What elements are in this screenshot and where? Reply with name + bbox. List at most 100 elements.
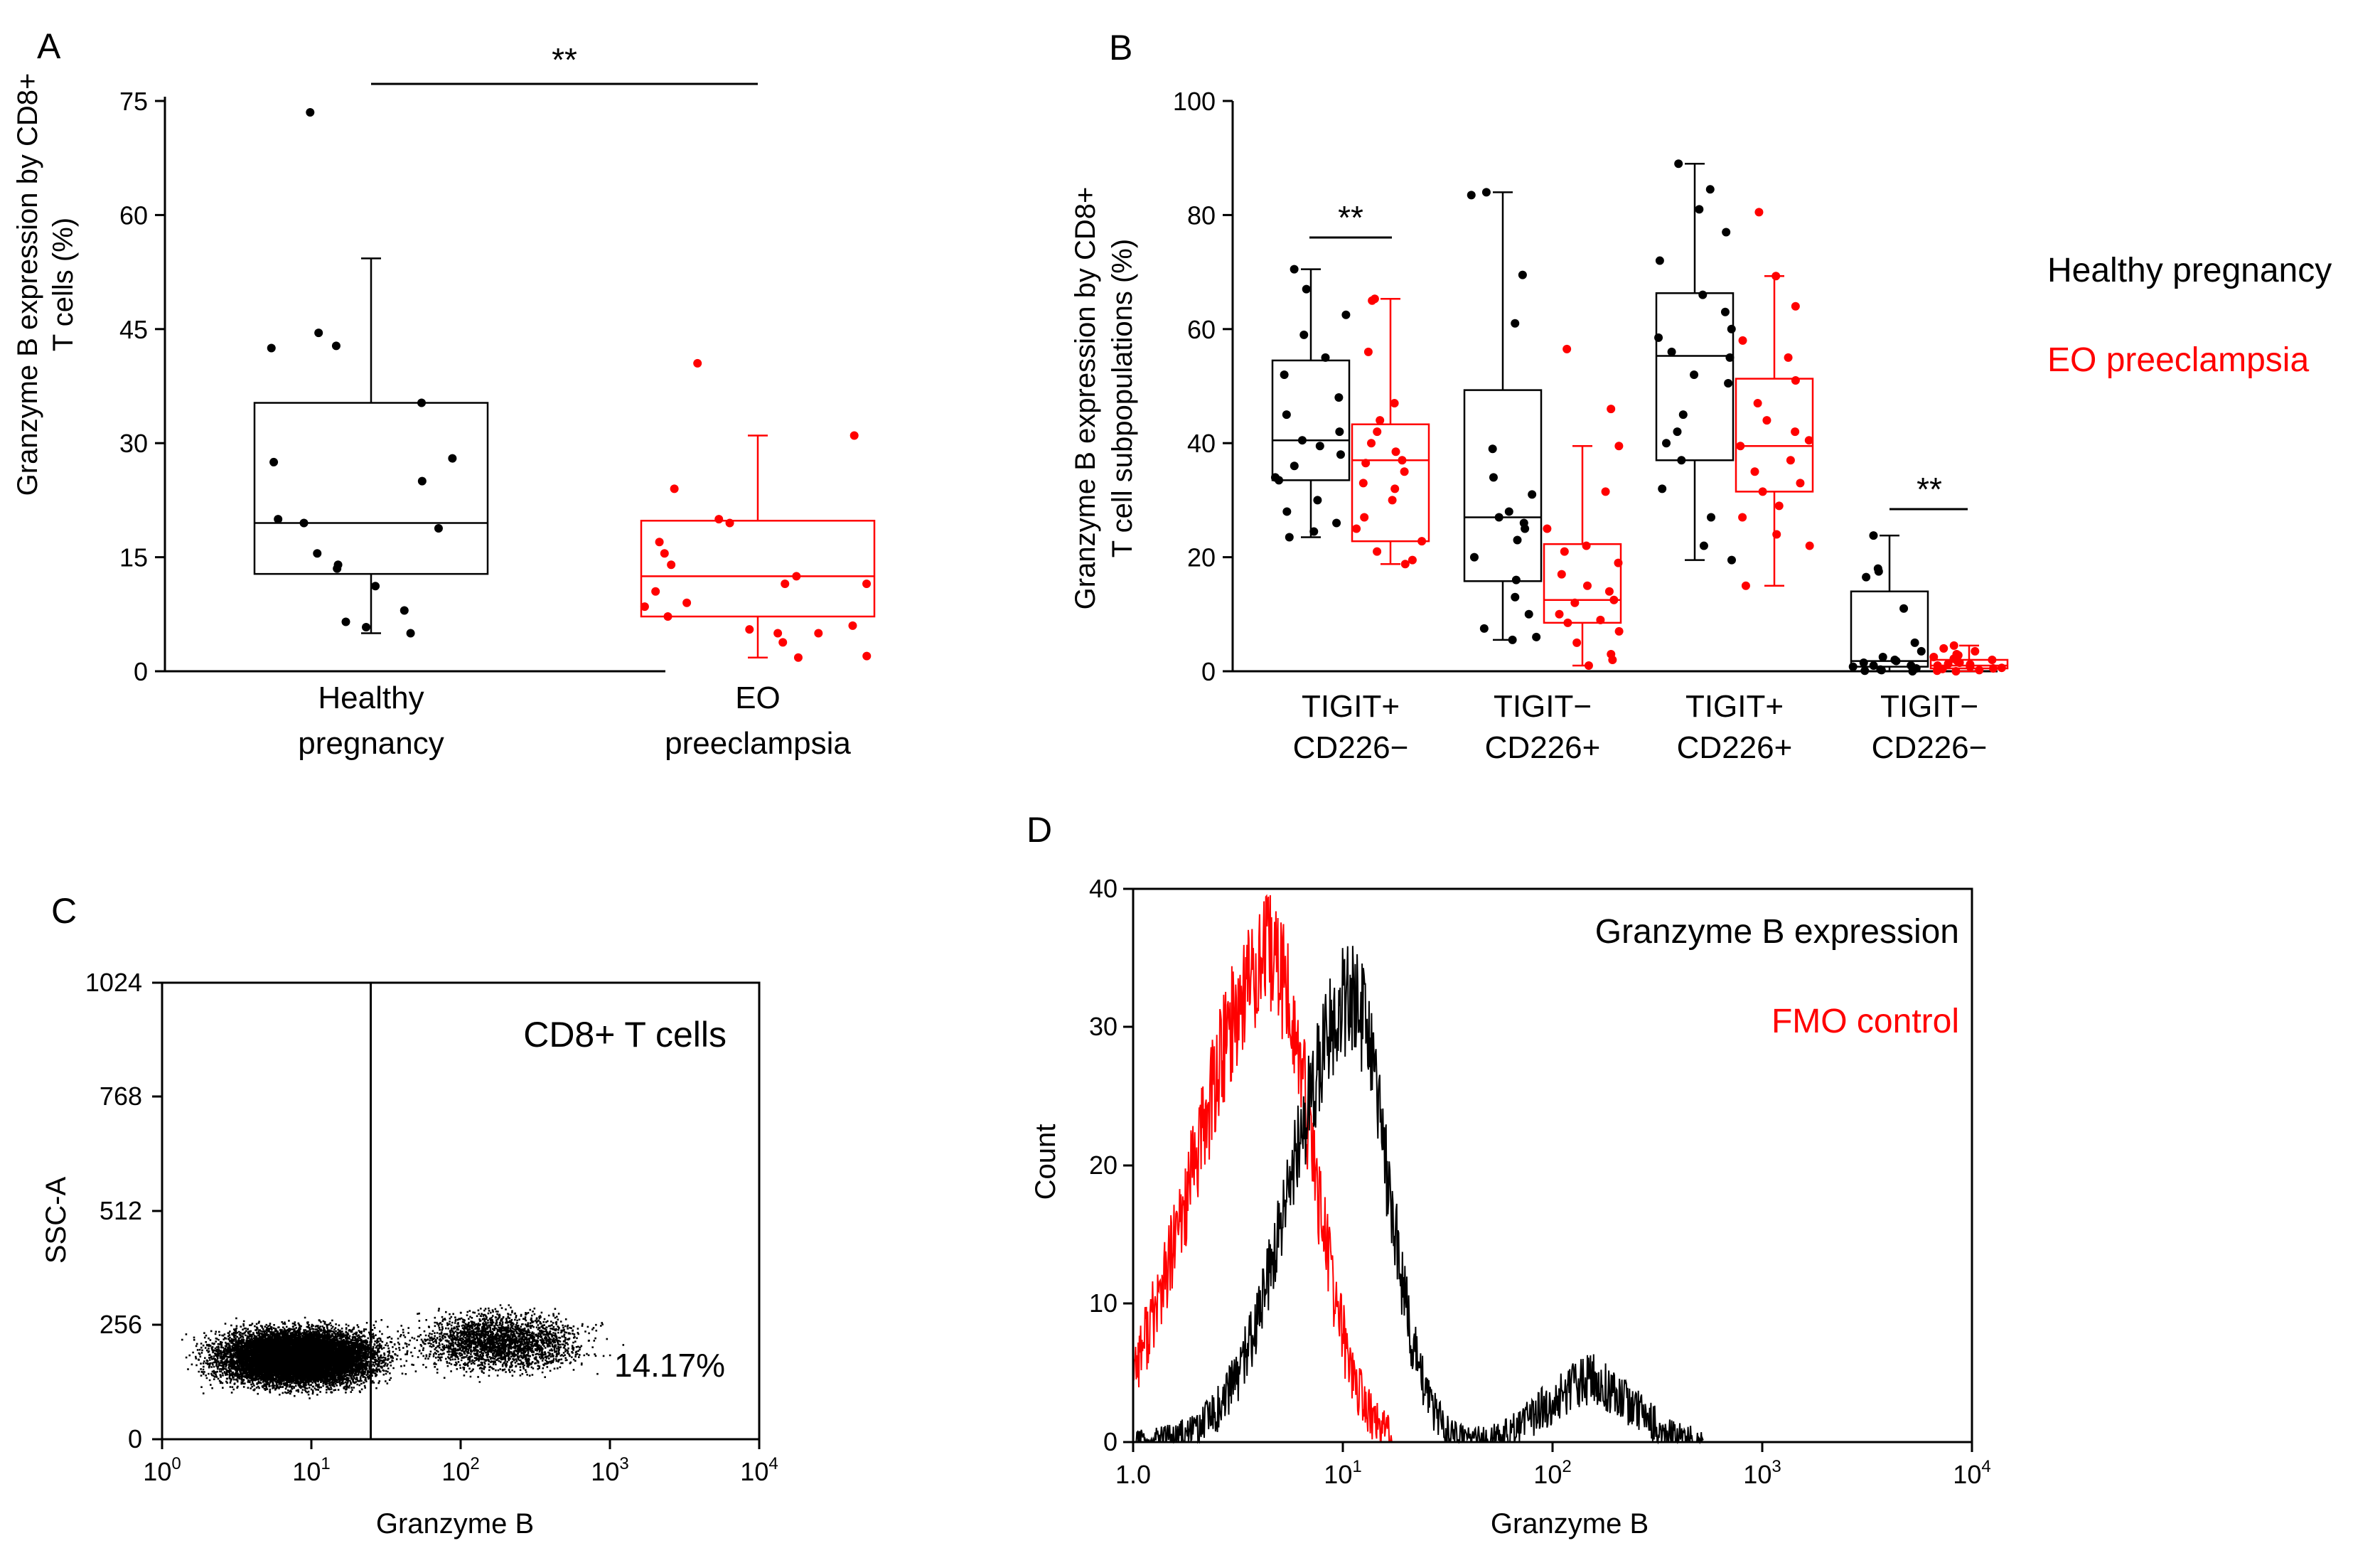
panel-b-point bbox=[1662, 439, 1671, 448]
panel-a-label: A bbox=[37, 26, 61, 66]
panel-b-point bbox=[1736, 442, 1745, 451]
panel-a-point bbox=[848, 621, 857, 630]
panel-b-point bbox=[1543, 524, 1552, 533]
panel-b-point bbox=[1654, 333, 1663, 342]
panel-b-point bbox=[1604, 587, 1614, 596]
panel-b-point bbox=[1738, 336, 1747, 345]
panel-b-category-line2: CD226+ bbox=[1677, 730, 1793, 765]
panel-b-point bbox=[1398, 456, 1407, 465]
panel-d-x-ticks: 1.0 101 102 103 104 bbox=[1115, 1442, 1991, 1489]
panel-a-point bbox=[714, 515, 724, 524]
panel-b-point bbox=[1724, 378, 1733, 388]
panel-a-ytick-label: 75 bbox=[119, 87, 148, 116]
panel-b-point bbox=[1975, 666, 1984, 675]
panel-b-point bbox=[1784, 353, 1793, 362]
panel-a-point bbox=[663, 612, 672, 621]
panel-c-ylabel: SSC-A bbox=[41, 1177, 72, 1264]
panel-a-point bbox=[331, 341, 341, 351]
panel-b-point bbox=[1933, 666, 1942, 676]
panel-b-point bbox=[1727, 324, 1736, 333]
panel-a-ytick-label: 15 bbox=[119, 543, 148, 572]
panel-b-point bbox=[1494, 513, 1503, 522]
panel-b-ytick-label: 40 bbox=[1187, 429, 1216, 458]
panel-b-point bbox=[1521, 524, 1530, 533]
panel-a-point bbox=[274, 515, 283, 524]
panel-b-point bbox=[1584, 661, 1593, 670]
panel-b-point bbox=[1358, 479, 1368, 488]
panel-b-point bbox=[1601, 487, 1610, 496]
panel-b-point bbox=[1290, 461, 1299, 471]
panel-a-point bbox=[417, 476, 427, 486]
panel-a-point bbox=[299, 518, 309, 528]
panel-a-point bbox=[267, 343, 276, 353]
panel-c-xtick-10: 101 bbox=[292, 1454, 330, 1486]
panel-b-point bbox=[1560, 547, 1569, 556]
panel-b-significance-label-2: ** bbox=[1917, 471, 1942, 508]
panel-b-point bbox=[1860, 666, 1870, 676]
panel-a-point bbox=[640, 602, 649, 612]
panel-b-point bbox=[1352, 524, 1361, 533]
panel-b-point bbox=[1698, 290, 1708, 299]
panel-b-ylabel-line2: T cell subpopulations (%) bbox=[1107, 239, 1138, 557]
panel-b-point bbox=[1758, 487, 1767, 496]
panel-b-point bbox=[1481, 188, 1491, 197]
panel-b-point bbox=[1955, 658, 1964, 667]
panel-b-point bbox=[1309, 527, 1319, 536]
panel-b-point bbox=[1562, 344, 1572, 353]
panel-b-label: B bbox=[1109, 28, 1132, 68]
panel-d-xtick-100: 102 bbox=[1533, 1457, 1571, 1489]
panel-b-point bbox=[1796, 479, 1805, 488]
panel-b-point bbox=[1750, 467, 1759, 476]
panel-b-point bbox=[1899, 604, 1909, 613]
panel-b-point bbox=[1582, 581, 1592, 590]
panel-a-point bbox=[660, 549, 669, 558]
panel-b-point bbox=[1570, 598, 1580, 607]
panel-c-xtick-1: 100 bbox=[143, 1454, 181, 1486]
panel-b-legend-healthy: Healthy pregnancy bbox=[2047, 252, 2332, 289]
panel-b-point bbox=[1892, 656, 1901, 666]
panel-b-point bbox=[1989, 663, 1998, 673]
panel-b-point bbox=[1299, 330, 1309, 339]
panel-b-point bbox=[1791, 427, 1800, 437]
panel-b-point bbox=[1489, 473, 1498, 482]
panel-b-ytick-label: 60 bbox=[1187, 315, 1216, 344]
panel-b-point bbox=[1690, 370, 1699, 379]
panel-b-category-line1: TIGIT+ bbox=[1302, 689, 1400, 724]
panel-a-point bbox=[670, 484, 679, 493]
panel-b-point bbox=[1360, 513, 1369, 522]
panel-b-point bbox=[1275, 476, 1284, 485]
panel-a-eo-box bbox=[640, 520, 876, 618]
panel-b-point bbox=[1738, 513, 1747, 522]
panel-a-point bbox=[745, 625, 754, 634]
panel-a-point bbox=[862, 580, 872, 589]
panel-c: C SSC-A Granzyme B CD8+ T cells 14.17% 1… bbox=[41, 891, 778, 1539]
panel-b-point bbox=[1504, 507, 1513, 516]
panel-b-ytick-label: 100 bbox=[1173, 87, 1216, 116]
panel-b-point bbox=[1373, 427, 1382, 437]
panel-b-point bbox=[1614, 442, 1624, 451]
panel-b-point bbox=[1400, 467, 1409, 476]
panel-b-point bbox=[1869, 531, 1878, 540]
panel-b-point bbox=[1705, 185, 1715, 194]
panel-b-point bbox=[1391, 447, 1400, 457]
panel-d-legend-fmo: FMO control bbox=[1771, 1003, 1959, 1040]
panel-b-point bbox=[1368, 296, 1377, 305]
panel-d-ytick-10: 10 bbox=[1089, 1288, 1117, 1318]
panel-b-point bbox=[1869, 661, 1878, 670]
panel-a-point bbox=[693, 358, 702, 368]
panel-b-point bbox=[1874, 567, 1883, 576]
panel-c-cell-events bbox=[181, 1304, 625, 1399]
panel-b-point bbox=[1908, 667, 1917, 676]
panel-b-point bbox=[1754, 208, 1764, 217]
panel-b-point bbox=[1524, 609, 1533, 619]
panel-a-ytick-label: 0 bbox=[134, 657, 148, 686]
panel-b-point bbox=[1609, 595, 1619, 604]
panel-a-point bbox=[667, 560, 676, 570]
panel-b-point bbox=[1508, 635, 1517, 644]
panel-b-point bbox=[1390, 399, 1399, 408]
panel-b-category-line2: CD226− bbox=[1293, 730, 1409, 765]
panel-d-xtick-10: 101 bbox=[1324, 1457, 1361, 1489]
panel-b-eo-1-box bbox=[1543, 543, 1622, 624]
panel-b-point bbox=[1557, 570, 1566, 579]
panel-a-point bbox=[849, 431, 859, 440]
